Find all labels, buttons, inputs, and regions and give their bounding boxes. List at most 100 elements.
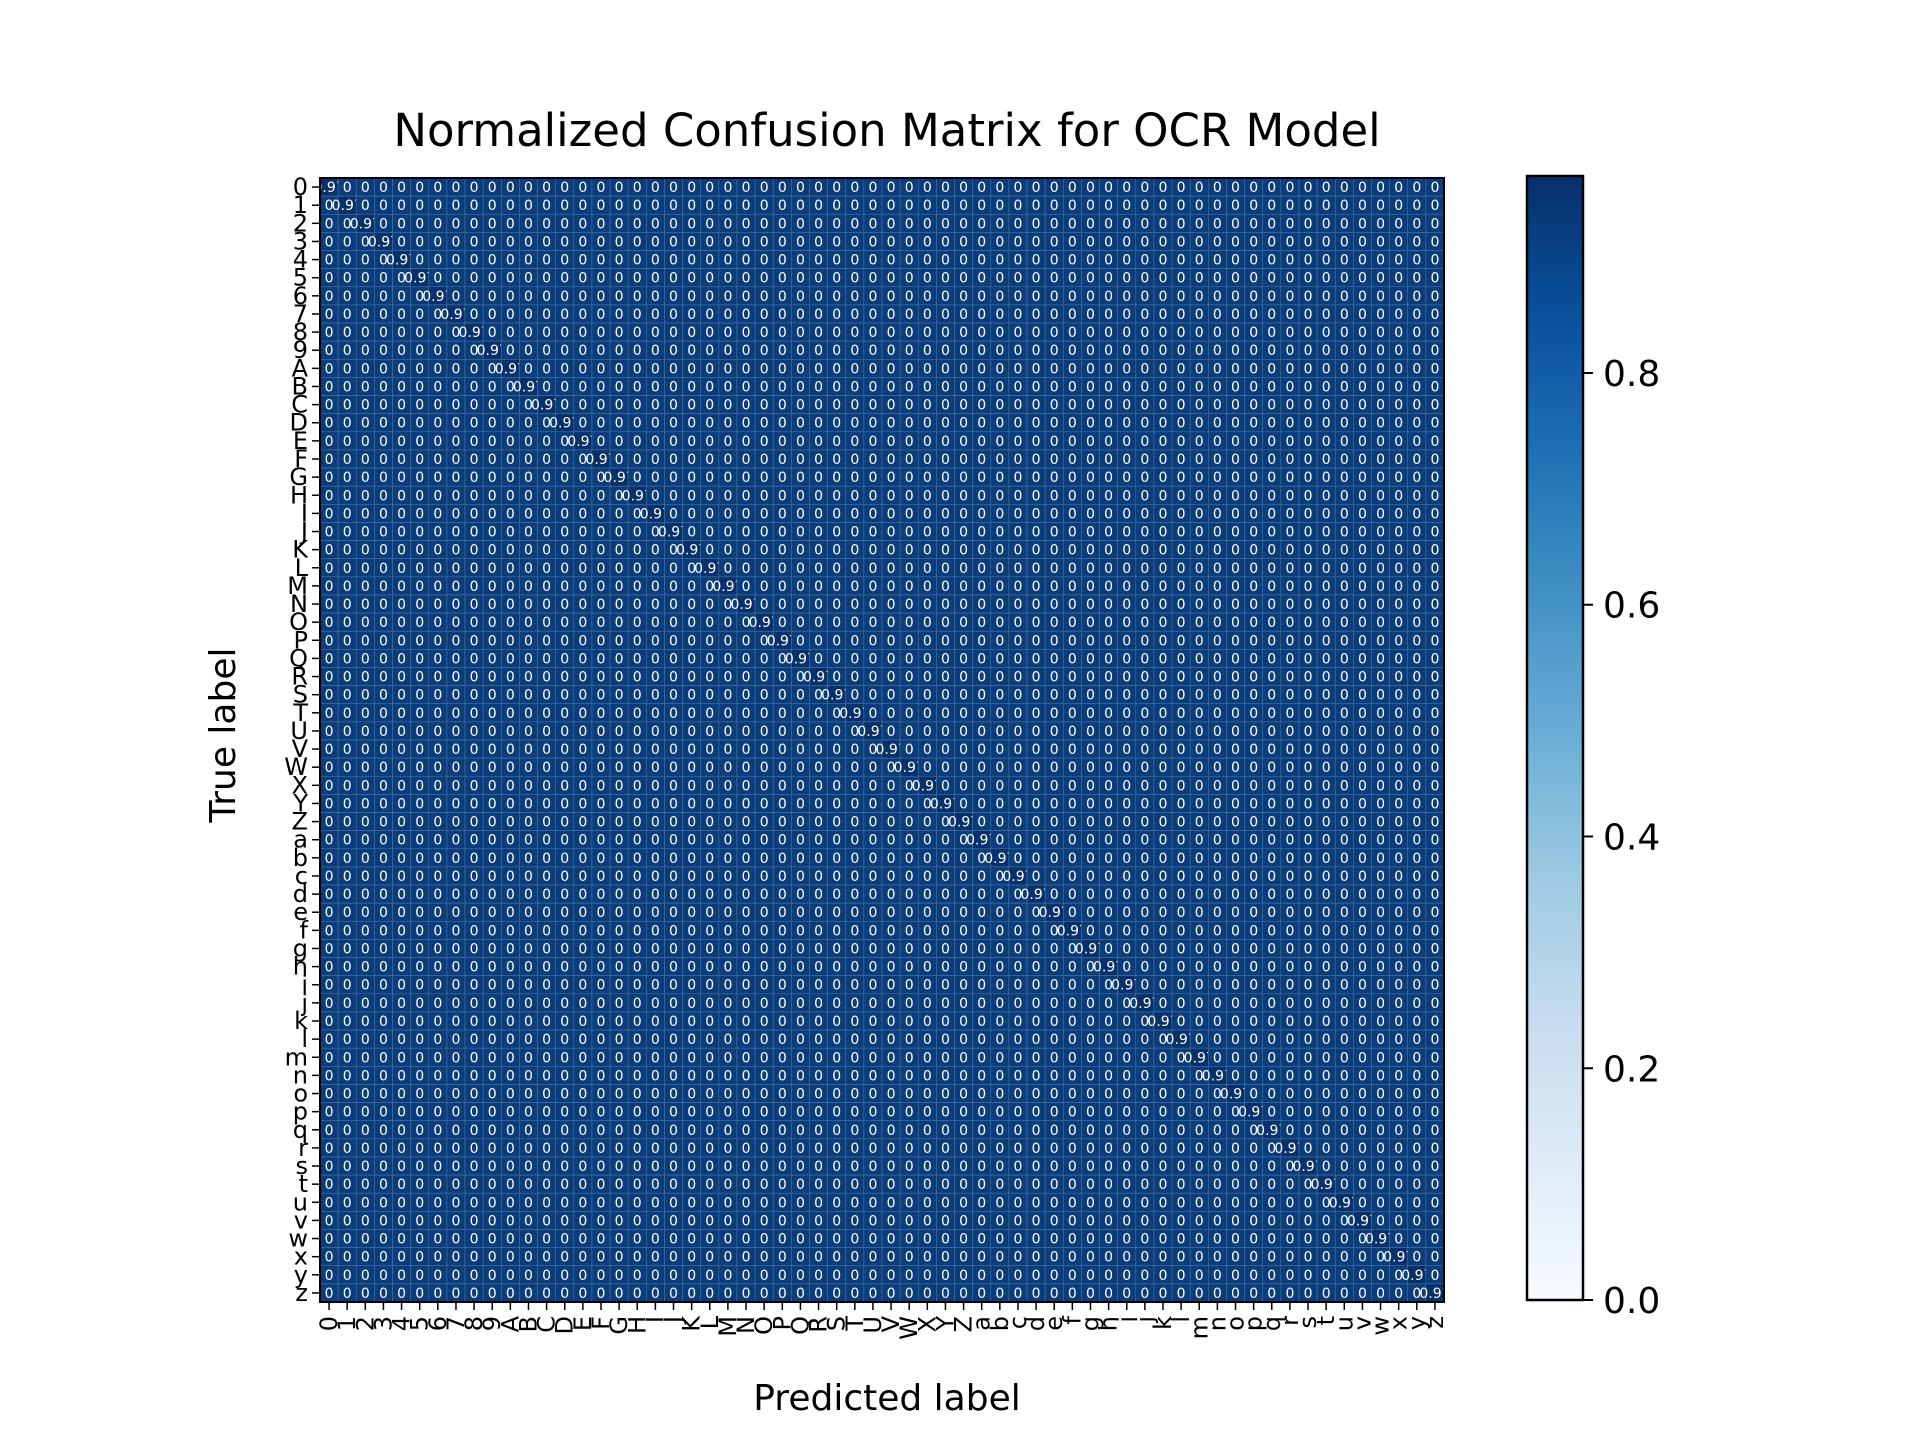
cell-value: 0 <box>1014 343 1023 359</box>
cell-value: 0 <box>778 869 787 885</box>
cell-value: 0 <box>1394 869 1403 885</box>
cell-value: 0 <box>1285 434 1294 450</box>
cell-value: 0 <box>506 216 515 232</box>
cell-value: 0 <box>1394 234 1403 250</box>
cell-value: 0 <box>669 253 678 269</box>
cell-value: 0 <box>1032 778 1041 794</box>
cell-value: 0 <box>615 615 624 631</box>
cell-value: 0 <box>1358 869 1367 885</box>
cell-value: 0 <box>433 470 442 486</box>
cell-value: 0 <box>1122 470 1131 486</box>
cell-value: 0 <box>1122 742 1131 758</box>
cell-value: 0 <box>887 688 896 704</box>
cell-value: 0 <box>995 688 1004 704</box>
cell-value: 0 <box>1068 271 1077 287</box>
cell-value: 0 <box>760 398 769 414</box>
cell-value: 0 <box>742 561 751 577</box>
cell-value: 0 <box>524 869 533 885</box>
cell-value: 0 <box>995 289 1004 305</box>
cell-value: 0 <box>1340 833 1349 849</box>
cell-value: 0 <box>814 561 823 577</box>
cell-value: 0 <box>1430 706 1439 722</box>
cell-value: 0 <box>1086 180 1095 196</box>
cell-value: 0 <box>723 379 732 395</box>
cell-value: 0 <box>723 869 732 885</box>
cell-value: 0 <box>397 361 406 377</box>
cell-value: 0 <box>361 307 370 323</box>
cell-value: 0 <box>542 597 551 613</box>
cell-value: 0 <box>1086 216 1095 232</box>
cell-value: 0 <box>433 253 442 269</box>
cell-value: 0 <box>778 851 787 867</box>
cell-value: 0 <box>1231 525 1240 541</box>
cell-value: 0 <box>705 815 714 831</box>
cell-value: 0 <box>760 833 769 849</box>
cell-value: 0 <box>560 815 569 831</box>
cell-value: 0 <box>506 887 515 903</box>
cell-value: 0 <box>651 416 660 432</box>
cell-value: 0 <box>778 216 787 232</box>
cell-value: 0 <box>325 488 334 504</box>
cell-value: 0 <box>796 851 805 867</box>
cell-value: 0 <box>760 216 769 232</box>
cell-value: 0 <box>1394 706 1403 722</box>
cell-value: 0 <box>1304 597 1313 613</box>
cell-value: 0 <box>1358 651 1367 667</box>
cell-value: 0 <box>705 833 714 849</box>
cell-value: 0 <box>742 760 751 776</box>
cell-value: 0 <box>778 343 787 359</box>
cell-value: 0 <box>506 452 515 468</box>
cell-value: 0 <box>1177 216 1186 232</box>
cell-value: 0 <box>705 597 714 613</box>
cell-value: 0 <box>1159 216 1168 232</box>
cell-value: 0 <box>1358 706 1367 722</box>
cell-value: 0 <box>905 343 914 359</box>
cell-value: 0 <box>1249 325 1258 341</box>
cell-value: 0 <box>742 307 751 323</box>
cell-value: 0 <box>1032 869 1041 885</box>
cell-value: 0 <box>1285 615 1294 631</box>
cell-value: 0 <box>452 543 461 559</box>
cell-value: 0 <box>1285 506 1294 522</box>
cell-value: 0 <box>325 543 334 559</box>
cell-value: 0 <box>1014 289 1023 305</box>
cell-value: 0 <box>905 525 914 541</box>
cell-value: 0 <box>325 615 334 631</box>
cell-value: 0 <box>1195 869 1204 885</box>
cell-value: 0 <box>814 742 823 758</box>
cell-value: 0 <box>1086 724 1095 740</box>
cell-value: 0 <box>433 887 442 903</box>
cell-value: 0 <box>1394 778 1403 794</box>
cell-value: 0 <box>1376 851 1385 867</box>
cell-value: 0 <box>905 452 914 468</box>
cell-value: 0 <box>1050 706 1059 722</box>
cell-value: 0 <box>506 633 515 649</box>
cell-value: 0 <box>560 253 569 269</box>
cell-value: 0 <box>1340 289 1349 305</box>
cell-value: 0 <box>1032 633 1041 649</box>
cell-value: 0 <box>397 343 406 359</box>
cell-value: 0 <box>560 796 569 812</box>
cell-value: 0 <box>1322 271 1331 287</box>
cell-value: 0 <box>796 271 805 287</box>
cell-value: 0 <box>723 343 732 359</box>
cell-value: 0 <box>941 271 950 287</box>
cell-value: 0 <box>1104 525 1113 541</box>
cell-value: 0 <box>415 470 424 486</box>
cell-value: 0 <box>615 343 624 359</box>
cell-value: 0 <box>1177 796 1186 812</box>
cell-value: 0 <box>1231 887 1240 903</box>
cell-value: 0 <box>1430 615 1439 631</box>
cell-value: 0 <box>705 271 714 287</box>
cell-value: 0 <box>379 597 388 613</box>
cell-value: 0 <box>959 198 968 214</box>
cell-value: 0 <box>1068 361 1077 377</box>
cell-value: 0 <box>1285 815 1294 831</box>
cell-value: 0 <box>705 887 714 903</box>
cell-value: 0 <box>832 234 841 250</box>
cell-value: 0 <box>488 379 497 395</box>
cell-value: 0 <box>1322 597 1331 613</box>
cell-value: 0 <box>778 506 787 522</box>
cell-value: 0 <box>433 452 442 468</box>
cell-value: 0 <box>1340 525 1349 541</box>
